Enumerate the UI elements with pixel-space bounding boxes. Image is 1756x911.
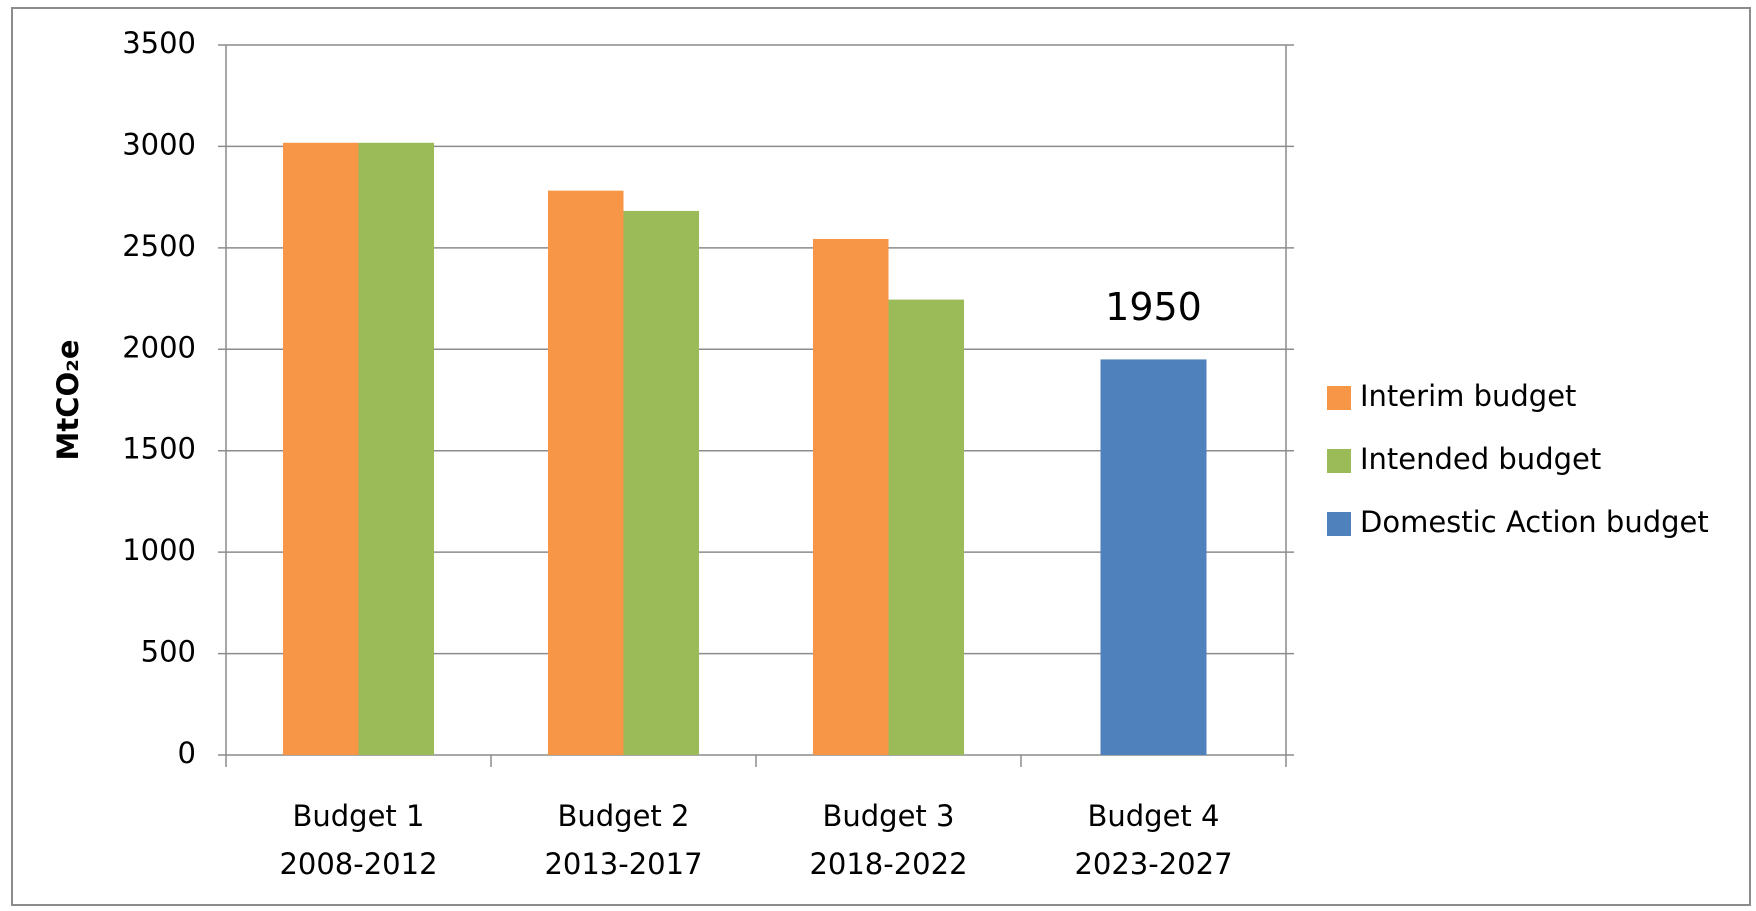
bar — [623, 210, 700, 756]
legend-label: Domestic Action budget — [1360, 505, 1709, 539]
y-tick-label: 1500 — [122, 432, 196, 466]
y-tick-label: 2500 — [122, 229, 196, 263]
bar — [358, 142, 435, 755]
legend-label: Interim budget — [1360, 379, 1576, 413]
y-tick-label: 2000 — [122, 330, 196, 364]
x-tick-label: Budget 1 — [293, 799, 425, 833]
y-tick-label: 3000 — [122, 127, 196, 161]
legend-swatch — [1327, 386, 1351, 410]
data-label: 1950 — [1105, 285, 1202, 329]
bar — [812, 238, 889, 756]
legend-swatch — [1327, 512, 1351, 536]
x-tick-label: 2018-2022 — [809, 847, 967, 881]
legend-swatch — [1327, 449, 1351, 473]
x-tick-label: 2023-2027 — [1074, 847, 1232, 881]
x-tick-label: 2008-2012 — [279, 847, 437, 881]
legend-label: Intended budget — [1360, 442, 1601, 476]
bar — [888, 299, 965, 755]
y-tick-label: 500 — [141, 635, 196, 669]
x-tick-label: Budget 3 — [823, 799, 955, 833]
y-tick-label: 1000 — [122, 533, 196, 567]
x-tick-label: Budget 4 — [1088, 799, 1220, 833]
bar — [282, 142, 359, 755]
y-tick-label: 0 — [178, 736, 196, 770]
y-tick-label: 3500 — [122, 26, 196, 60]
bar — [547, 190, 624, 755]
bar — [1100, 359, 1207, 755]
y-axis-title: MtCO₂e — [51, 339, 85, 460]
x-tick-label: 2013-2017 — [544, 847, 702, 881]
x-tick-label: Budget 2 — [558, 799, 690, 833]
